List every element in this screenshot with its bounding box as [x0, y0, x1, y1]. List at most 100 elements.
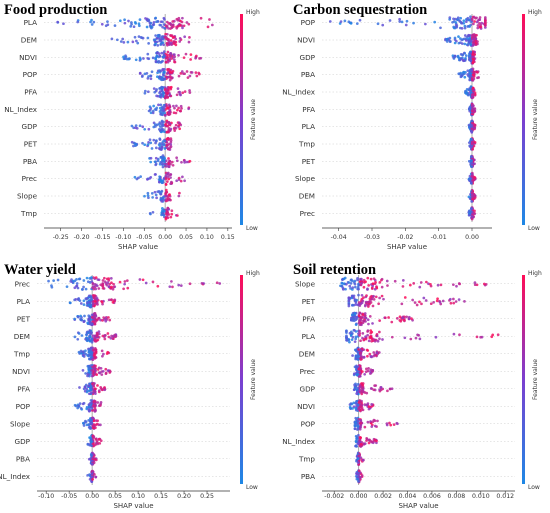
shap-point — [467, 54, 471, 58]
shap-point — [358, 311, 362, 315]
feature-label: Tmp — [20, 209, 37, 218]
shap-point — [470, 155, 474, 159]
shap-point — [91, 456, 95, 460]
shap-point — [149, 141, 153, 145]
shap-point — [169, 176, 172, 179]
shap-point — [157, 103, 160, 107]
shap-point — [373, 353, 377, 357]
shap-point — [367, 438, 371, 442]
shap-point — [375, 441, 378, 445]
shap-point — [403, 336, 407, 340]
shap-point — [91, 365, 94, 369]
shap-point — [167, 165, 171, 169]
shap-point — [86, 338, 90, 342]
shap-point — [161, 124, 165, 127]
shap-point — [475, 20, 479, 24]
shap-point — [351, 286, 355, 289]
shap-point — [119, 40, 123, 43]
shap-point — [161, 111, 165, 115]
shap-point — [356, 390, 360, 393]
shap-point — [144, 17, 147, 20]
shap-point — [433, 20, 437, 24]
shap-point — [146, 90, 150, 94]
shap-point — [171, 285, 174, 289]
colorbar — [522, 275, 525, 484]
shap-point — [85, 276, 89, 280]
feature-label: PET — [17, 314, 31, 323]
shap-point — [183, 159, 186, 162]
shap-point — [177, 283, 181, 287]
shap-point — [429, 284, 433, 288]
shap-point — [194, 71, 198, 74]
shap-point — [360, 279, 364, 283]
shap-point — [403, 318, 406, 322]
shap-point — [476, 24, 480, 27]
shap-point — [176, 108, 179, 112]
shap-point — [93, 353, 97, 357]
shap-point — [381, 23, 385, 27]
shap-point — [378, 281, 382, 284]
shap-point — [345, 338, 348, 342]
shap-point — [158, 175, 161, 179]
shap-point — [358, 475, 362, 479]
shap-point — [163, 139, 167, 143]
shap-point — [91, 334, 95, 338]
shap-point — [370, 387, 374, 390]
shap-point — [158, 138, 162, 141]
shap-point — [91, 282, 95, 285]
shap-point — [82, 285, 85, 289]
shap-point — [200, 282, 204, 285]
shap-point — [422, 296, 426, 300]
shap-point — [98, 371, 102, 375]
shap-point — [178, 191, 181, 195]
shap-point — [83, 314, 86, 318]
shap-point — [451, 20, 454, 24]
shap-point — [161, 25, 164, 29]
shap-point — [79, 302, 83, 305]
shap-point — [370, 287, 374, 290]
shap-point — [84, 349, 87, 353]
shap-point — [461, 72, 464, 76]
shap-point — [353, 312, 357, 315]
shap-point — [159, 129, 162, 133]
shap-point — [382, 297, 385, 301]
shap-point — [358, 399, 362, 402]
shap-point — [357, 433, 360, 437]
shap-point — [376, 419, 379, 423]
shap-point — [123, 282, 126, 286]
shap-point — [86, 331, 90, 334]
shap-point — [471, 103, 475, 107]
shap-point — [123, 18, 126, 22]
x-tick-label: -0.02 — [397, 234, 413, 241]
x-axis-label: SHAP value — [113, 502, 153, 510]
shap-point — [467, 195, 471, 199]
shap-point — [143, 127, 147, 131]
shap-point — [350, 296, 354, 300]
shap-point — [95, 422, 99, 426]
shap-point — [83, 385, 87, 389]
shap-point — [341, 287, 345, 291]
shap-point — [173, 106, 176, 110]
shap-point — [163, 147, 167, 150]
shap-point — [65, 285, 69, 289]
shap-point — [170, 26, 174, 30]
shap-point — [126, 40, 130, 44]
shap-point — [363, 314, 367, 318]
shap-point — [366, 369, 370, 373]
shap-point — [97, 287, 101, 290]
shap-point — [362, 296, 365, 300]
shap-point — [159, 69, 163, 73]
shap-point — [162, 142, 166, 146]
shap-point — [356, 403, 360, 407]
shap-point — [464, 20, 468, 24]
shap-point — [147, 127, 151, 131]
shap-point — [155, 94, 158, 98]
colorbar — [522, 14, 525, 225]
shap-point — [367, 367, 370, 370]
shap-point — [340, 285, 344, 288]
shap-point — [351, 335, 355, 339]
shap-point — [84, 352, 87, 356]
shap-point — [350, 338, 354, 342]
